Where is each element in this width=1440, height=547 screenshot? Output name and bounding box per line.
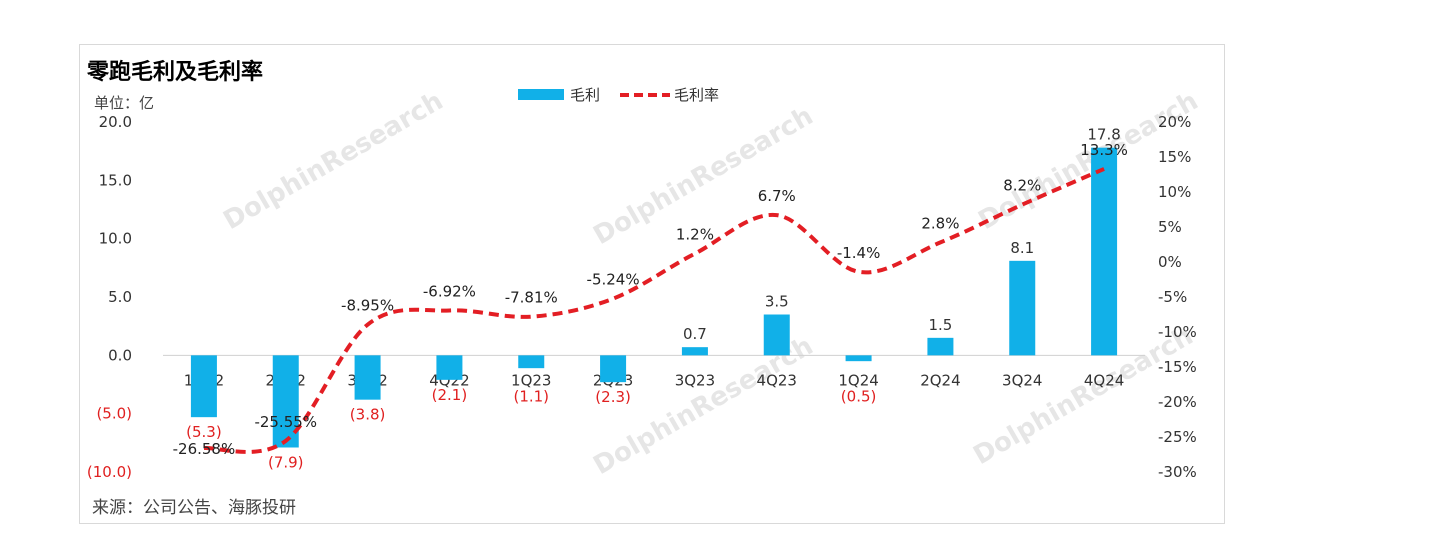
y-left-tick-label: 15.0	[99, 171, 132, 189]
legend: 毛利 毛利率	[518, 86, 719, 104]
y-right-tick-label: -25%	[1158, 428, 1197, 446]
bar	[845, 355, 872, 362]
bar-value-label: (7.9)	[268, 454, 304, 472]
category-label: 4Q24	[1084, 371, 1124, 389]
y-left-tick-label: (10.0)	[87, 463, 132, 481]
bar	[518, 355, 545, 369]
y-left-tick-label: (5.0)	[96, 405, 132, 423]
rate-line	[203, 167, 1105, 454]
bar	[600, 355, 627, 383]
bar	[1091, 147, 1118, 356]
category-label: 3Q24	[1002, 371, 1042, 389]
bar-value-label: 17.8	[1087, 126, 1120, 144]
bar-value-label: (3.8)	[350, 406, 386, 424]
y-right-tick-label: -5%	[1158, 288, 1187, 306]
bar-value-label: 0.7	[683, 325, 707, 343]
rate-value-label: -8.95%	[341, 297, 394, 315]
category-label: 2Q24	[920, 371, 960, 389]
y-left-tick-label: 5.0	[108, 288, 132, 306]
y-right-tick-label: 20%	[1158, 113, 1191, 131]
bar-value-label: 3.5	[765, 293, 789, 311]
y-right-tick-label: -10%	[1158, 323, 1197, 341]
bar	[436, 355, 463, 380]
bar-value-label: (2.1)	[432, 386, 468, 404]
rate-value-label: 1.2%	[676, 226, 714, 244]
bar	[272, 355, 299, 448]
category-label: 1Q23	[511, 371, 551, 389]
bar	[927, 337, 954, 356]
y-right-tick-label: 5%	[1158, 218, 1182, 236]
bar-value-label: 8.1	[1010, 239, 1034, 257]
legend-line-label: 毛利率	[674, 86, 719, 104]
rate-value-label: -25.55%	[254, 413, 317, 431]
bar-value-label: (1.1)	[513, 387, 549, 405]
y-right-tick-label: 15%	[1158, 148, 1191, 166]
bar	[354, 355, 381, 400]
rate-value-label: -1.4%	[837, 244, 881, 262]
legend-bar-swatch	[518, 89, 564, 100]
rate-value-label: -5.24%	[587, 271, 640, 289]
data-labels: (5.3) (7.9) (3.8) (2.1) (1.1) (2.3) 0.7 3.5 (0.5…	[173, 126, 1128, 472]
category-label: 3Q23	[675, 371, 715, 389]
y-right-tick-label: 10%	[1158, 183, 1191, 201]
bar-value-label: 1.5	[928, 316, 952, 334]
bar-value-label: (0.5)	[841, 387, 877, 405]
y-left-tick-label: 0.0	[108, 346, 132, 364]
category-label: 1Q24	[838, 371, 878, 389]
bar	[1009, 260, 1036, 356]
y-right-tick-label: -30%	[1158, 463, 1197, 481]
rate-value-label: 8.2%	[1003, 177, 1041, 195]
rate-value-label: 6.7%	[758, 187, 796, 205]
rate-value-label: 13.3%	[1080, 141, 1128, 159]
watermark-text: DolphinResearch	[219, 86, 449, 236]
bar	[190, 355, 217, 418]
bars	[190, 147, 1118, 448]
source-note: 来源：公司公告、海豚投研	[92, 498, 296, 518]
unit-label: 单位：亿	[94, 94, 154, 112]
chart: DolphinResearch DolphinResearch DolphinRes…	[86, 59, 1203, 518]
chart-frame: DolphinResearch DolphinResearch DolphinRes…	[79, 44, 1225, 524]
chart-title: 零跑毛利及毛利率	[86, 59, 263, 85]
legend-bar-label: 毛利	[570, 86, 600, 104]
y-right-tick-label: 0%	[1158, 253, 1182, 271]
bar-value-label: (5.3)	[186, 423, 222, 441]
y-right-tick-label: -20%	[1158, 393, 1197, 411]
rate-value-label: 2.8%	[921, 214, 959, 232]
bar	[681, 347, 708, 356]
y-left-tick-label: 20.0	[99, 113, 132, 131]
bar-value-label: (2.3)	[595, 388, 631, 406]
rate-value-label: -26.58%	[173, 440, 236, 458]
rate-value-label: -7.81%	[505, 289, 558, 307]
y-left-tick-label: 10.0	[99, 230, 132, 248]
category-label: 4Q23	[757, 371, 797, 389]
rate-value-label: -6.92%	[423, 282, 476, 300]
rate-line-path	[203, 167, 1105, 454]
bar	[763, 314, 790, 356]
y-right-tick-label: -15%	[1158, 358, 1197, 376]
